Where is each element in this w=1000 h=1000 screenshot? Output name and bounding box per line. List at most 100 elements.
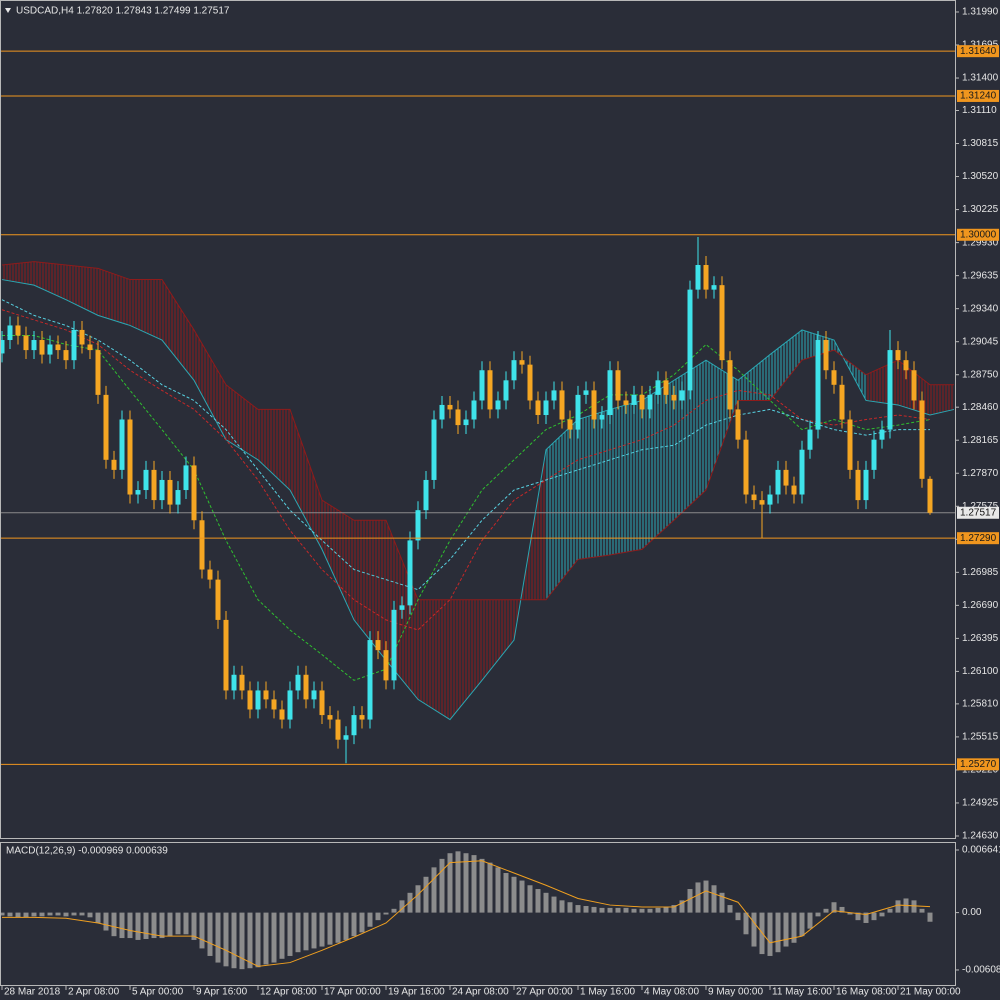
candle-body [511,360,517,381]
cloud-fill [482,599,514,681]
candle-body [551,390,557,401]
macd-bar [175,912,181,935]
cloud-fill [930,384,954,416]
candle-body [191,465,197,521]
cloud-layer [1,261,955,721]
candle-body [103,394,109,460]
candle-body [63,350,69,361]
macd-bar [567,902,573,913]
macd-bar [815,912,821,917]
macd-bar [559,900,565,913]
candle-body [159,479,165,501]
candle-body [359,715,365,720]
macd-bar [319,912,325,947]
candle-body [175,490,181,505]
candle-body [823,340,829,371]
level-label-bg [957,89,999,102]
candle-body [271,699,277,710]
candle-body [863,469,869,501]
candle-body [375,640,381,651]
y-tick-label: 0.00 [962,907,982,918]
macd-title: MACD(12,26,9) -0.000969 0.000639 [6,846,168,857]
macd-bar [295,912,301,953]
macd-bar [527,885,533,913]
candle-body [671,394,677,401]
y-tick-label: 1.26100 [962,666,999,677]
candle-body [911,370,917,401]
candle-body [727,360,733,410]
candle-body [431,419,437,480]
macd-bar [743,912,749,935]
cloud-fill [546,419,578,600]
macd-bar [927,912,933,922]
cloud-fill [66,265,98,316]
macd-pane-frame [0,842,956,986]
candle-body [615,370,621,401]
candle-body [575,394,581,430]
macd-bar [63,912,69,917]
candle-body [199,520,205,570]
candle-body [215,579,221,620]
macd-bar [791,912,797,943]
macd-bar [855,912,861,921]
candle-body [687,289,693,391]
y-tick-label: 1.31695 [962,40,999,51]
candle-body [719,285,725,361]
cloud-fill [130,279,162,341]
y-tick-label: 1.27575 [962,501,999,512]
candle-body [647,394,653,410]
candle-body [599,415,605,420]
candle-body [711,285,717,290]
macd-bar [303,912,309,951]
menu-arrow[interactable] [5,8,11,13]
candle-body [471,400,477,420]
candle-body [591,390,597,420]
indicator-line [2,335,931,681]
macd-bar [191,912,197,940]
candle-body [263,690,269,700]
macd-bar [239,912,245,970]
macd-bar [511,876,517,913]
candle-body [655,380,661,395]
candle-body [39,340,45,355]
macd-bar [767,912,773,956]
candle-body [143,469,149,491]
candle-body [879,429,885,440]
level-label-bg [957,758,999,771]
candle-body [751,494,757,501]
candle-body [855,469,861,501]
cloud-fill [578,409,610,560]
candle-body [567,419,573,430]
macd-bar [599,907,605,913]
y-tick-label: 1.26690 [962,600,999,611]
macd-bar [375,912,381,921]
level-label-bg [957,45,999,58]
cloud-fill [34,261,66,300]
candle-body [583,390,589,395]
macd-bar [343,912,349,940]
macd-bar [839,906,845,913]
candle-body [351,715,357,736]
macd-bar [151,912,157,939]
macd-bar [535,889,541,913]
macd-bar [551,896,557,913]
macd-bar [711,885,717,913]
macd-bar [663,906,669,913]
candle-body [743,439,749,495]
y-tick-label: 1.29930 [962,237,999,248]
y-tick-label: 1.28460 [962,402,999,413]
macd-bar [519,880,525,913]
y-tick-label: 1.30520 [962,171,999,182]
candle-body [55,344,61,351]
candle-body [519,360,525,365]
candle-body [135,490,141,495]
candle-body [455,409,461,426]
macd-bar [359,912,365,933]
macd-bar [799,912,805,937]
candle-body [927,478,933,513]
x-tick-label: 9 May 00:00 [708,987,763,998]
candle-body [255,690,261,710]
y-tick-label: 1.29340 [962,303,999,314]
candle-body [807,429,813,450]
